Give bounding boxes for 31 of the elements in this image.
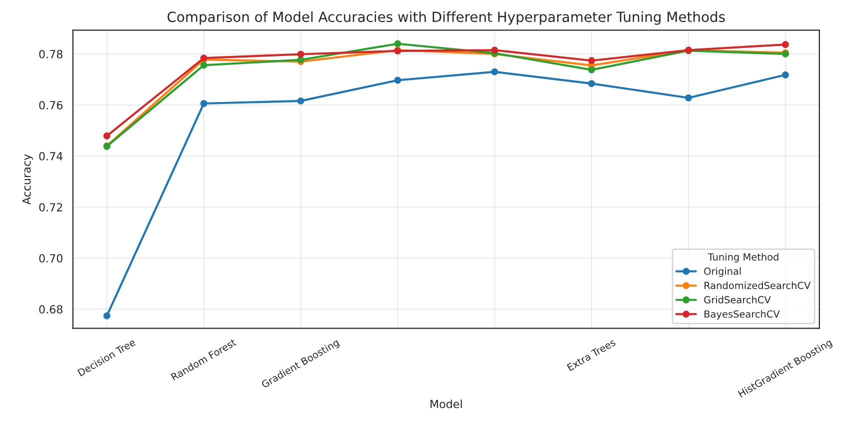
point	[782, 71, 789, 78]
chart-title: Comparison of Model Accuracies with Different Hyperparameter Tuning Methods	[168, 11, 725, 25]
point	[685, 94, 692, 102]
legend-label: BayesSearchCV	[704, 310, 780, 320]
point	[588, 66, 596, 74]
point	[782, 41, 789, 48]
point	[588, 57, 596, 64]
point	[297, 97, 304, 104]
x-axis-title: Model	[430, 400, 462, 408]
point	[394, 76, 402, 84]
point	[103, 132, 110, 140]
legend-label: Original	[704, 267, 741, 277]
point	[491, 46, 498, 54]
y-axis-title: Accuracy	[22, 154, 33, 205]
x-tick-label: Extra Trees	[566, 338, 616, 372]
legend-title: Tuning Method	[708, 253, 778, 262]
legend-label: RandomizedSearchCV	[704, 282, 811, 290]
point	[297, 50, 304, 58]
y-tick-label: 0.74	[39, 152, 63, 160]
legend-label: GridSearchCV	[704, 296, 771, 304]
y-tick-label: 0.78	[39, 50, 62, 58]
point	[103, 312, 110, 320]
point	[200, 100, 208, 107]
point	[200, 62, 208, 69]
point	[394, 40, 402, 48]
y-tick-label: 0.76	[39, 100, 63, 110]
y-tick-label: 0.68	[39, 305, 62, 314]
point	[588, 80, 596, 88]
y-tick-label: 0.70	[39, 254, 62, 263]
point	[491, 68, 498, 76]
y-tick-label: 0.72	[39, 203, 62, 212]
